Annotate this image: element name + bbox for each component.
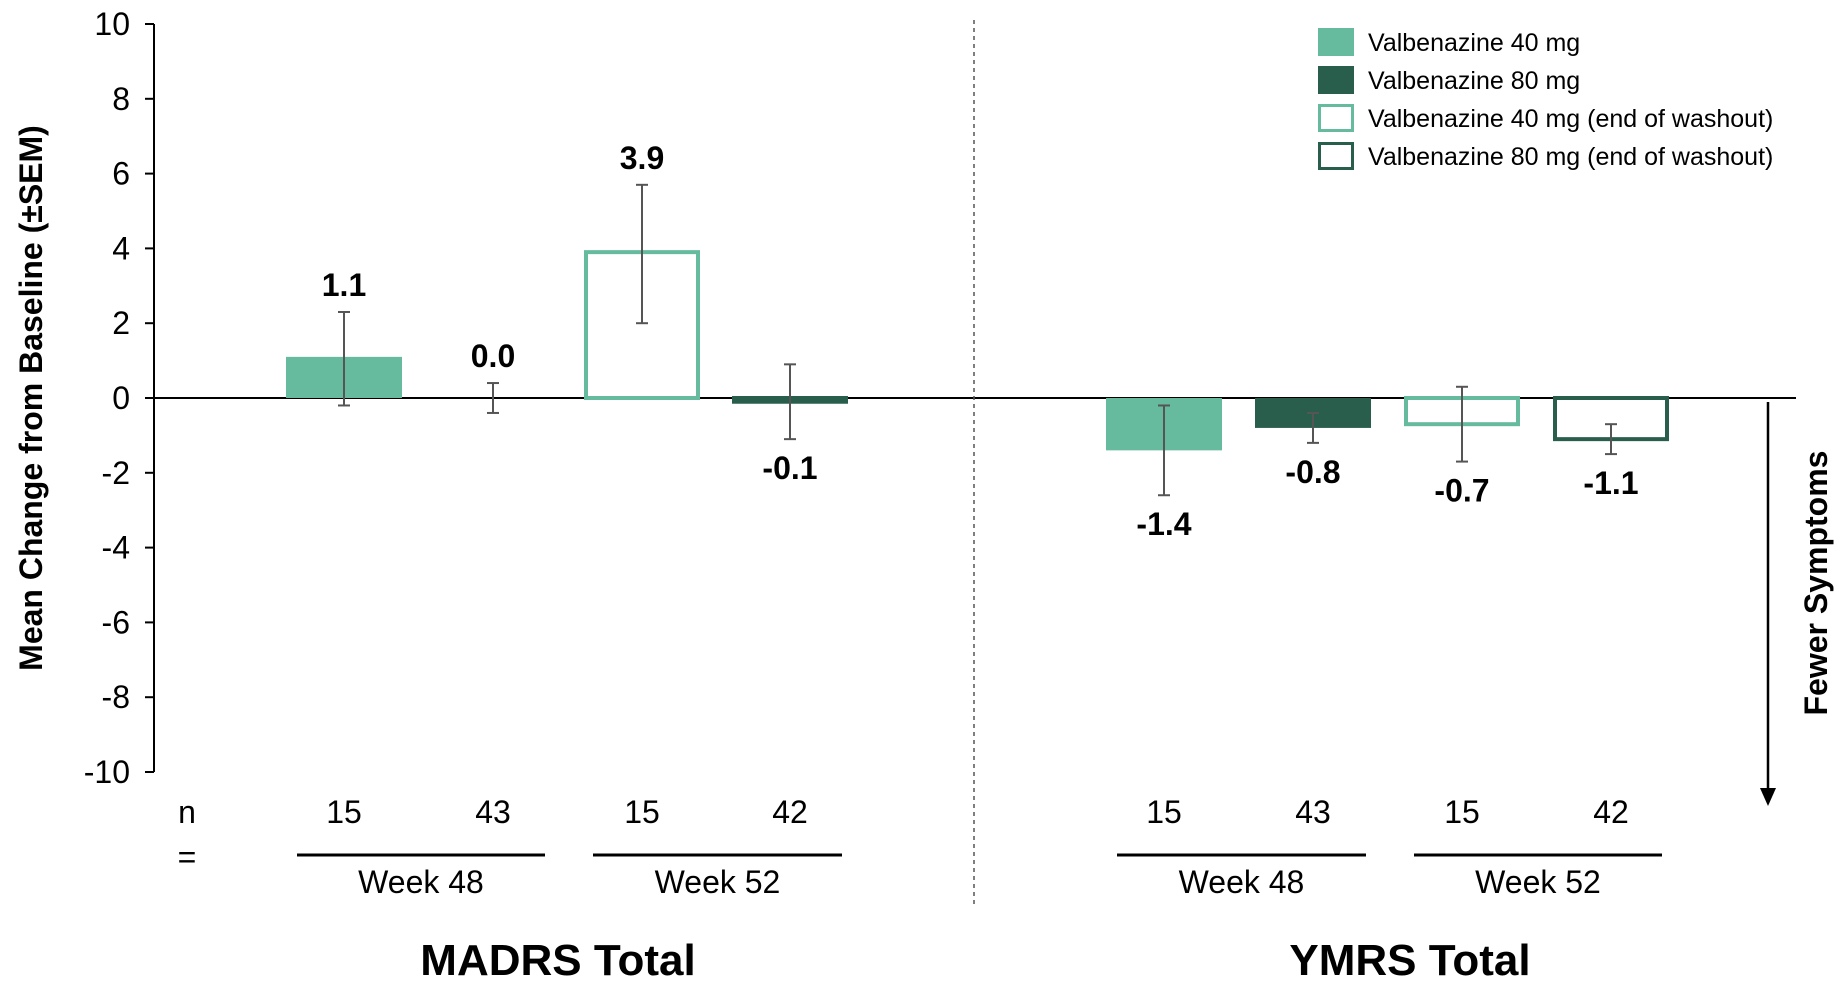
- n-value: 15: [624, 794, 660, 830]
- data-label: -1.4: [1136, 506, 1191, 542]
- legend-label: Valbenazine 80 mg (end of washout): [1368, 143, 1773, 171]
- legend: Valbenazine 40 mg Valbenazine 80 mg Valben…: [1318, 28, 1773, 171]
- bar-layer: [286, 183, 1669, 497]
- fewer-symptoms-label: Fewer Symptoms: [1798, 451, 1834, 716]
- group-label: Week 52: [1475, 864, 1601, 900]
- legend-label: Valbenazine 80 mg: [1368, 67, 1580, 95]
- n-label-equals: =: [178, 839, 197, 875]
- n-value: 42: [772, 794, 808, 830]
- data-label: 0.0: [471, 338, 515, 374]
- y-tick-label: -2: [102, 455, 130, 491]
- data-label: -0.8: [1285, 454, 1340, 490]
- y-tick-label: 10: [94, 6, 130, 42]
- group-label: Week 48: [1179, 864, 1305, 900]
- n-value: 42: [1593, 794, 1629, 830]
- legend-label: Valbenazine 40 mg: [1368, 29, 1580, 57]
- n-value: 43: [475, 794, 511, 830]
- legend-label: Valbenazine 40 mg (end of washout): [1368, 105, 1773, 133]
- data-label: -0.7: [1434, 473, 1489, 509]
- data-label: -1.1: [1583, 465, 1638, 501]
- y-axis-title: Mean Change from Baseline (±SEM): [13, 125, 49, 671]
- legend-swatch: [1318, 104, 1354, 132]
- y-tick-label: 0: [112, 380, 130, 416]
- y-tick-label: 2: [112, 305, 130, 341]
- n-value: 43: [1295, 794, 1331, 830]
- fewer-symptoms-arrowhead: [1760, 788, 1776, 806]
- y-tick-label: -4: [102, 530, 130, 566]
- legend-swatch: [1318, 66, 1354, 94]
- y-tick-label: 6: [112, 156, 130, 192]
- n-label: n: [178, 794, 196, 830]
- n-value: 15: [1146, 794, 1182, 830]
- group-label: Week 52: [655, 864, 781, 900]
- panel-title: YMRS Total: [1289, 936, 1530, 985]
- y-tick-label: 4: [112, 230, 130, 266]
- legend-swatch: [1318, 142, 1354, 170]
- n-value: 15: [326, 794, 362, 830]
- data-label: -0.1: [762, 450, 817, 486]
- y-tick-label: 8: [112, 81, 130, 117]
- y-tick-label: -6: [102, 604, 130, 640]
- n-value: 15: [1444, 794, 1480, 830]
- y-tick-label: -10: [84, 754, 130, 790]
- data-label: 1.1: [322, 267, 366, 303]
- data-label: 3.9: [620, 140, 664, 176]
- y-tick-label: -8: [102, 679, 130, 715]
- group-label: Week 48: [358, 864, 484, 900]
- legend-swatch: [1318, 28, 1354, 56]
- panel-title: MADRS Total: [420, 936, 695, 985]
- label-layer: n = 1.1 15 0.0 43 Week 48 3.9 15 -0.1 42 Week 52 MAD…: [178, 140, 1662, 985]
